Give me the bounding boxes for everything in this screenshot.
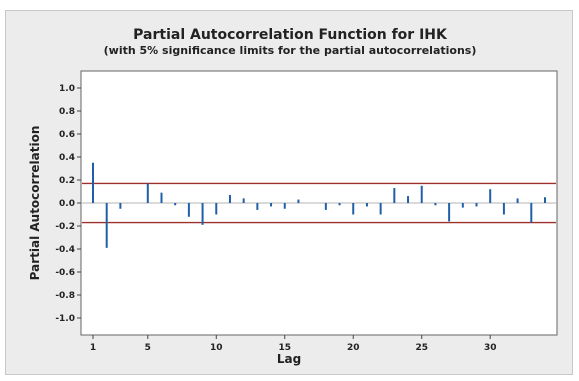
- y-tick-label: -0.4: [55, 245, 75, 255]
- x-tick-label: 25: [415, 343, 428, 353]
- x-tick-label: 1: [90, 343, 96, 353]
- x-tick-label: 5: [145, 343, 151, 353]
- y-tick-label: -0.6: [55, 268, 75, 278]
- x-tick-label: 20: [347, 343, 360, 353]
- significance-limits: [82, 182, 556, 224]
- chart-subtitle: (with 5% significance limits for the par…: [104, 44, 477, 57]
- x-tick-label: 30: [484, 343, 497, 353]
- chart-figure: Partial Autocorrelation Function for IHK…: [5, 10, 573, 375]
- x-tick-label: 15: [278, 343, 291, 353]
- y-tick-label: 1.0: [59, 84, 75, 94]
- y-axis: 1.0 0.8 0.6 0.4 0.2 0.0 -0.2 -0.4 -0.6 -0.8 -1.0: [55, 84, 81, 324]
- y-tick-label: 0.6: [59, 130, 75, 140]
- chart-title: Partial Autocorrelation Function for IHK: [133, 27, 448, 43]
- y-tick-label: 0.2: [59, 176, 75, 186]
- pacf-spikes: [82, 162, 556, 248]
- y-tick-label: 0.0: [59, 199, 75, 209]
- x-tick-label: 10: [210, 343, 223, 353]
- x-axis-label: Lag: [277, 352, 301, 366]
- y-tick-label: -0.8: [55, 291, 75, 301]
- x-axis: 1 5 10 15 20 25 30: [90, 335, 497, 353]
- y-tick-label: 0.8: [59, 107, 75, 117]
- pacf-chart: Partial Autocorrelation Function for IHK…: [28, 27, 558, 366]
- y-tick-label: -1.0: [55, 314, 75, 324]
- y-tick-label: -0.2: [55, 222, 75, 232]
- y-axis-label: Partial Autocorrelation: [28, 126, 42, 281]
- y-tick-label: 0.4: [59, 153, 75, 163]
